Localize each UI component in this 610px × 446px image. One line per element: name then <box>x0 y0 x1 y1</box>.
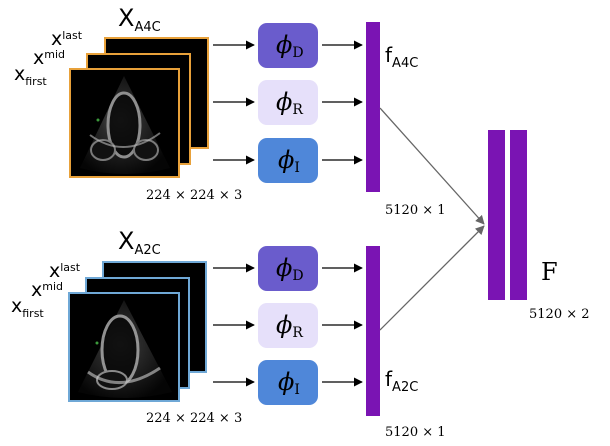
a2c-title: XA2C <box>118 227 161 258</box>
feature-label-a2c: fA2C <box>385 367 418 395</box>
feature-dims-a4c: 5120 × 1 <box>385 203 446 218</box>
encoder-phi-r-top: ϕR <box>258 80 318 125</box>
fused-dims: 5120 × 2 <box>529 307 590 322</box>
a2c-input-group: XA2C xlast xmid xfirst 224 × 224 × 3 <box>11 227 242 426</box>
encoder-phi-i-bottom: ϕI <box>258 360 318 405</box>
a4c-echo-image <box>80 76 170 174</box>
phi-r-label: ϕR <box>276 88 303 118</box>
a4c-label-mid: xmid <box>33 47 65 69</box>
encoder-phi-d-top: ϕD <box>258 23 318 68</box>
phi-i-label: ϕI <box>278 146 300 176</box>
fused-label: F <box>541 258 558 286</box>
phi-r-label-bottom: ϕR <box>276 311 303 341</box>
feature-bar-a4c <box>366 22 380 192</box>
a4c-label-first: xfirst <box>14 63 47 88</box>
encoder-phi-d-bottom: ϕD <box>258 246 318 291</box>
fused-bar-right <box>510 130 527 300</box>
a4c-title: XA4C <box>118 4 161 35</box>
a2c-echo-image <box>78 300 172 398</box>
phi-d-label: ϕD <box>276 31 304 61</box>
a2c-label-last: xlast <box>49 260 81 282</box>
feature-dims-a2c: 5120 × 1 <box>385 425 446 440</box>
a2c-label-mid: xmid <box>31 279 63 301</box>
feature-label-a4c: fA4C <box>385 43 418 71</box>
a2c-input-dims: 224 × 224 × 3 <box>146 411 242 426</box>
encoder-phi-i-top: ϕI <box>258 138 318 183</box>
feature-bar-a2c <box>366 246 380 416</box>
phi-d-label-bottom: ϕD <box>276 254 304 284</box>
encoder-phi-r-bottom: ϕR <box>258 303 318 348</box>
a4c-label-last: xlast <box>51 28 83 50</box>
arrow-fa4c-to-fused <box>379 107 485 225</box>
phi-i-label-bottom: ϕI <box>278 368 300 398</box>
fused-bar-left <box>488 130 505 300</box>
a4c-input-group: XA4C xlast xmid xfirst 224 × 224 × 3 <box>14 4 242 203</box>
arrow-fa2c-to-fused <box>379 225 485 331</box>
a4c-input-dims: 224 × 224 × 3 <box>146 188 242 203</box>
a2c-label-first: xfirst <box>11 295 44 320</box>
